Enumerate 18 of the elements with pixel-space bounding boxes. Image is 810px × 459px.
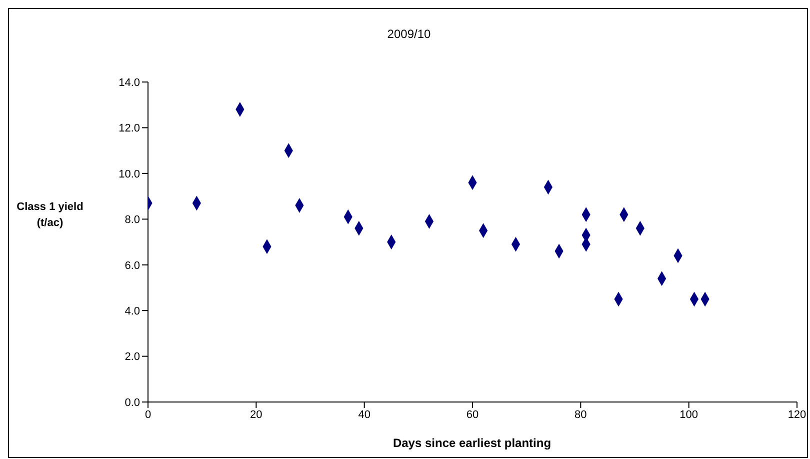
x-tick-label: 80 bbox=[574, 408, 587, 421]
y-tick-label: 8.0 bbox=[124, 214, 140, 226]
x-tick-label: 100 bbox=[680, 408, 698, 421]
y-tick-label: 4.0 bbox=[124, 305, 140, 318]
y-axis-title: Class 1 yield (t/ac) bbox=[16, 200, 84, 231]
x-axis-title: Days since earliest planting bbox=[392, 436, 552, 450]
y-tick-label: 10.0 bbox=[118, 168, 140, 180]
y-tick-label: 0.0 bbox=[124, 396, 140, 409]
y-tick-label: 14.0 bbox=[118, 76, 140, 89]
chart-title: 2009/10 bbox=[386, 27, 432, 41]
y-tick-label: 12.0 bbox=[118, 122, 140, 135]
x-tick-label: 0 bbox=[144, 408, 152, 421]
x-tick-label: 120 bbox=[788, 408, 806, 421]
x-tick-label: 20 bbox=[250, 408, 262, 421]
x-tick-label: 60 bbox=[466, 408, 479, 421]
y-tick-label: 6.0 bbox=[124, 260, 140, 272]
y-tick-label: 2.0 bbox=[124, 351, 140, 364]
x-tick-label: 40 bbox=[358, 408, 370, 421]
